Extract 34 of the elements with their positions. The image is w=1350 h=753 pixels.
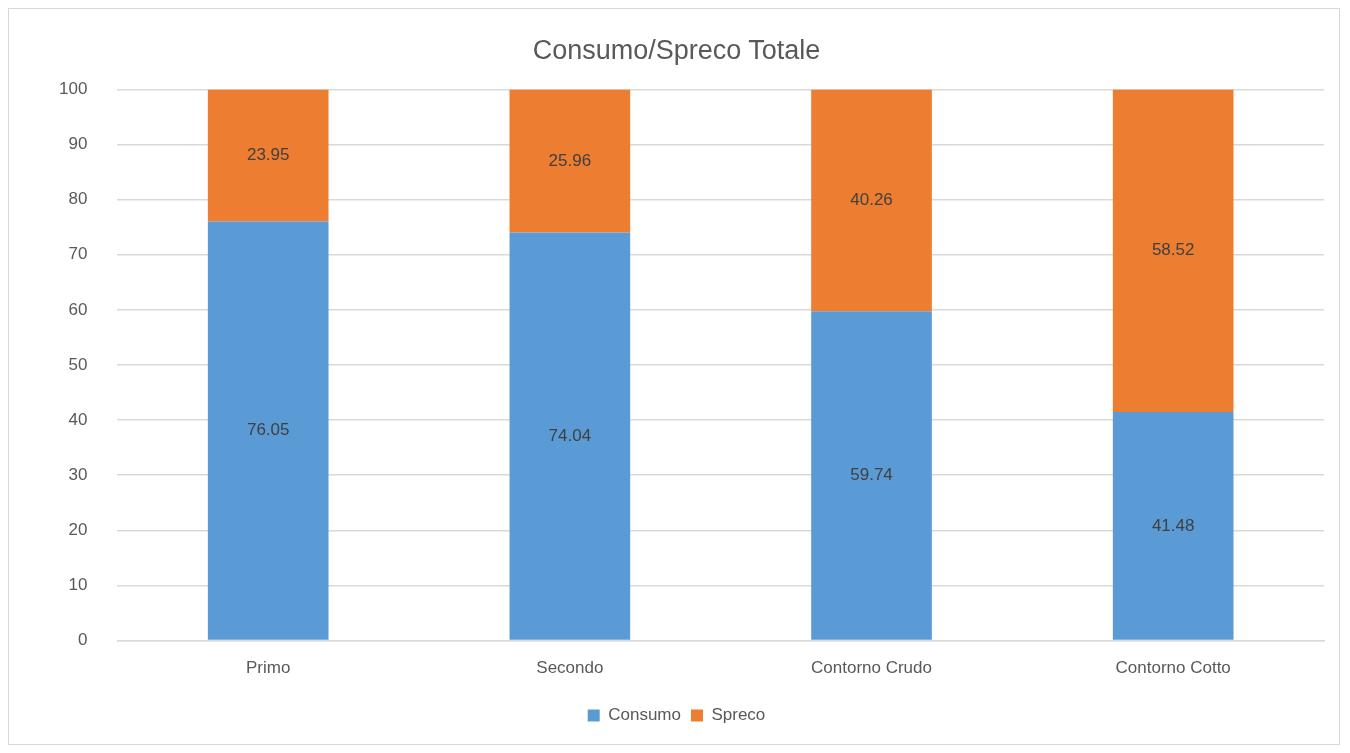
x-tick-label: Primo bbox=[245, 658, 291, 678]
chart-title: Consumo/Spreco Totale bbox=[532, 34, 821, 65]
legend-label: Consumo bbox=[608, 705, 681, 725]
y-tick-label: 30 bbox=[68, 464, 88, 484]
data-label: 25.96 bbox=[548, 150, 592, 170]
y-tick-label: 80 bbox=[68, 189, 88, 209]
bar bbox=[1112, 411, 1234, 640]
y-tick-label: 0 bbox=[77, 630, 88, 650]
bar bbox=[811, 311, 932, 640]
y-tick-label: 70 bbox=[68, 244, 88, 264]
data-label: 76.05 bbox=[246, 420, 290, 440]
data-label: 59.74 bbox=[850, 465, 893, 485]
bar bbox=[509, 232, 631, 640]
y-tick-label: 60 bbox=[68, 299, 88, 319]
y-tick-label: 20 bbox=[68, 520, 88, 540]
data-label: 74.04 bbox=[548, 425, 592, 445]
data-label: 58.52 bbox=[1151, 240, 1195, 260]
data-label: 40.26 bbox=[850, 190, 893, 210]
y-tick-label: 10 bbox=[68, 575, 88, 595]
y-tick-label: 50 bbox=[68, 354, 88, 374]
x-tick-label: Contorno Cotto bbox=[1115, 658, 1231, 678]
legend-label: Spreco bbox=[711, 705, 766, 725]
bar bbox=[1112, 89, 1234, 412]
y-tick-label: 100 bbox=[58, 79, 88, 99]
bar bbox=[207, 221, 329, 640]
bar bbox=[509, 89, 631, 233]
data-label: 23.95 bbox=[246, 145, 290, 165]
x-tick-label: Secondo bbox=[536, 658, 604, 678]
bar bbox=[207, 89, 329, 222]
y-tick-label: 40 bbox=[68, 409, 88, 429]
bar bbox=[811, 89, 932, 312]
data-label: 41.48 bbox=[1151, 515, 1195, 535]
x-tick-label: Contorno Crudo bbox=[811, 658, 932, 678]
y-tick-label: 90 bbox=[68, 134, 88, 154]
